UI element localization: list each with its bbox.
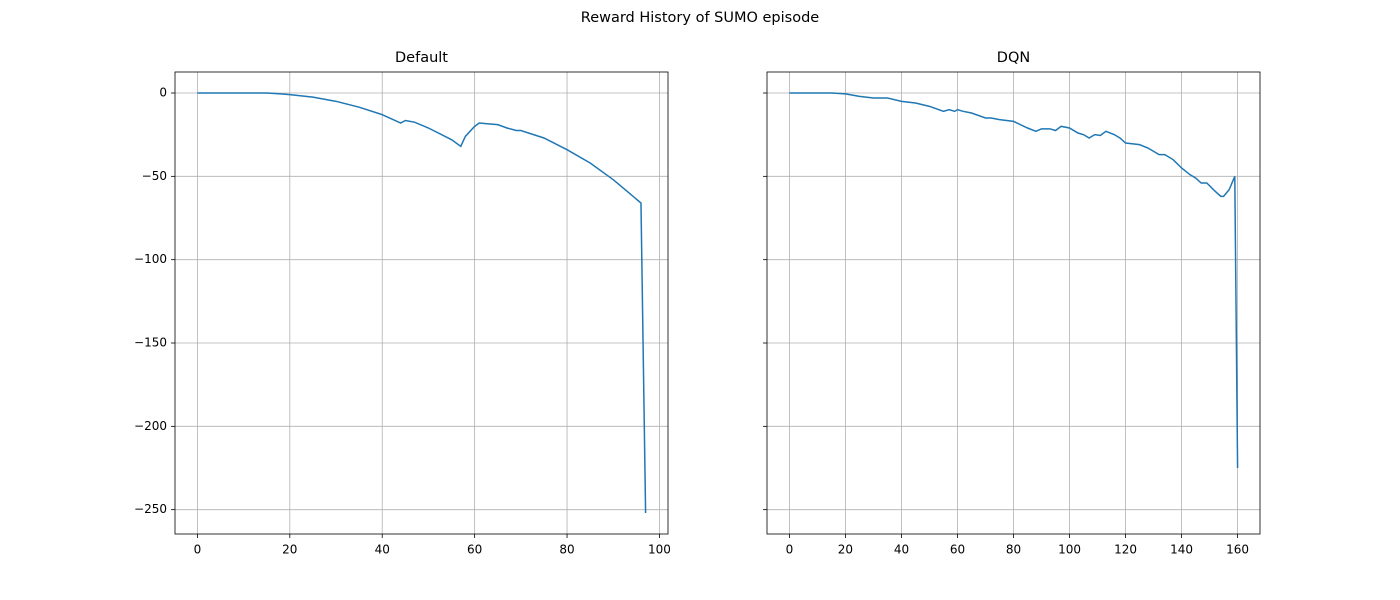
x-tick-label: 40 — [375, 543, 390, 557]
y-tick-label: −250 — [134, 502, 167, 516]
x-tick-label: 160 — [1226, 543, 1249, 557]
y-tick-label: 0 — [159, 86, 167, 100]
axes-title: Default — [395, 50, 448, 66]
x-tick-label: 60 — [467, 543, 482, 557]
line-series — [789, 92, 1239, 469]
x-tick-label: 80 — [1006, 543, 1021, 557]
x-tick-label: 80 — [559, 543, 574, 557]
axes-title: DQN — [997, 50, 1030, 66]
y-tick-label: −200 — [134, 419, 167, 433]
y-tick-label: −150 — [134, 336, 167, 350]
x-tick-label: 140 — [1170, 543, 1193, 557]
y-tick-label: −100 — [134, 252, 167, 266]
axes-frame — [766, 71, 1261, 535]
x-tick-label: 120 — [1114, 543, 1137, 557]
axes-frame — [174, 71, 669, 535]
x-tick-label: 20 — [282, 543, 297, 557]
x-tick-label: 60 — [950, 543, 965, 557]
x-tick-label: 0 — [786, 543, 794, 557]
x-tick-label: 40 — [894, 543, 909, 557]
x-tick-label: 100 — [648, 543, 671, 557]
figure-title: Reward History of SUMO episode — [581, 10, 820, 26]
line-series — [197, 92, 647, 514]
y-tick-label: −50 — [142, 169, 167, 183]
x-tick-label: 20 — [838, 543, 853, 557]
x-tick-label: 100 — [1058, 543, 1081, 557]
x-tick-label: 0 — [194, 543, 202, 557]
